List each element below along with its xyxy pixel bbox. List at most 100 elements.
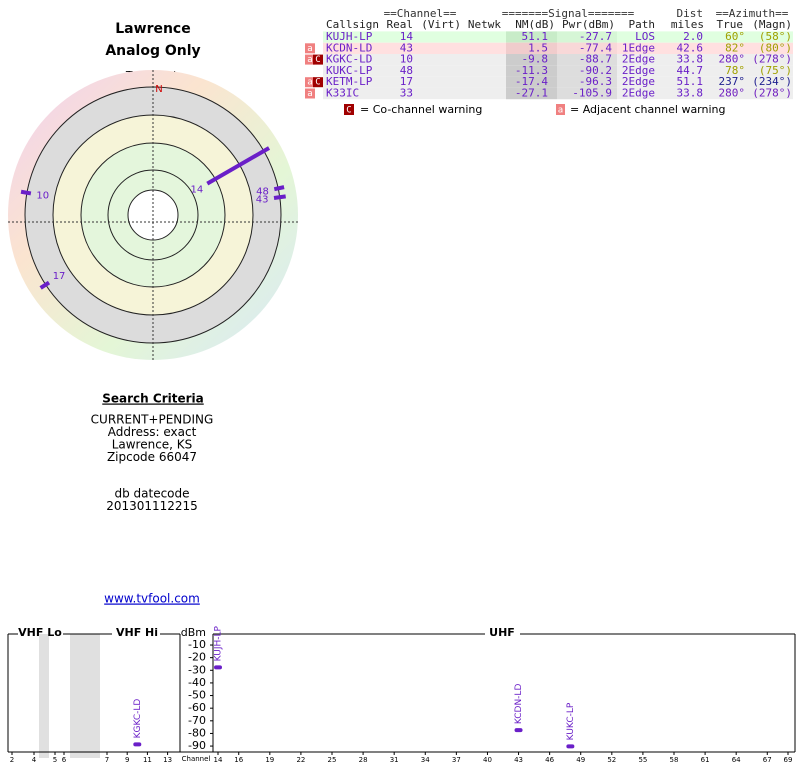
table-cell: -88.7 bbox=[579, 53, 612, 66]
x-tick-label: 28 bbox=[359, 756, 368, 764]
y-tick-label: -50 bbox=[188, 689, 206, 702]
station-line bbox=[206, 146, 271, 186]
y-tick-label: -60 bbox=[188, 701, 206, 714]
x-tick-label: 55 bbox=[638, 756, 647, 764]
table-cell: 10 bbox=[400, 53, 413, 66]
warning-icon-label: C bbox=[315, 55, 320, 65]
warning-icon-label: a bbox=[307, 89, 312, 99]
table-cell: 43 bbox=[400, 41, 413, 54]
station-table: ==Channel== =======Signal======= Dist ==Azi… bbox=[305, 7, 793, 116]
table-cell: 1.5 bbox=[528, 41, 548, 54]
table-cell: -17.4 bbox=[515, 75, 548, 88]
table-cell: LOS bbox=[635, 30, 655, 43]
column-header: NM(dB) bbox=[515, 18, 555, 31]
column-header: True bbox=[717, 18, 744, 31]
table-cell: 237° bbox=[719, 75, 746, 88]
x-tick-label: 6 bbox=[62, 756, 67, 764]
table-cell: -27.1 bbox=[515, 87, 548, 100]
table-cell: 33.8 bbox=[677, 87, 704, 100]
station-line bbox=[273, 194, 286, 200]
table-cell: 2Edge bbox=[622, 64, 655, 77]
table-cell: (278°) bbox=[752, 87, 792, 100]
nm-cell-background bbox=[506, 54, 557, 66]
table-cell: 78° bbox=[725, 64, 745, 77]
db-line: db datecode bbox=[114, 487, 189, 501]
x-tick-label: 2 bbox=[10, 756, 14, 764]
station-name: KGKC-LD bbox=[133, 699, 143, 739]
band-label: VHF Lo bbox=[18, 626, 62, 639]
pwr-cell-background bbox=[557, 54, 617, 66]
column-header: (Virt) bbox=[421, 18, 461, 31]
table-cell: (234°) bbox=[752, 75, 792, 88]
table-cell: (58°) bbox=[759, 30, 792, 43]
station-line bbox=[20, 189, 32, 196]
table-cell: 51.1 bbox=[522, 30, 549, 43]
title: Lawrence bbox=[115, 21, 190, 37]
x-tick-label: 43 bbox=[514, 756, 523, 764]
legend-text: = Adjacent channel warning bbox=[570, 103, 726, 116]
station-bar bbox=[214, 665, 222, 670]
x-tick-label: 67 bbox=[763, 756, 772, 764]
table-cell: 2Edge bbox=[622, 53, 655, 66]
station-name: KCDN-LD bbox=[514, 684, 524, 725]
adj-icon-label: a bbox=[558, 106, 563, 116]
x-tick-label: 4 bbox=[32, 756, 37, 764]
polar-plot bbox=[8, 70, 298, 360]
x-tick-label: 40 bbox=[483, 756, 492, 764]
pwr-cell-background bbox=[557, 76, 617, 88]
link[interactable]: www.tvfool.com bbox=[104, 592, 200, 606]
nm-cell-background bbox=[506, 65, 557, 77]
column-header: Real bbox=[387, 18, 414, 31]
table-cell: 82° bbox=[725, 41, 745, 54]
nm-cell-background bbox=[506, 76, 557, 88]
subtitle: Analog Only bbox=[105, 43, 200, 59]
table-cell: 44.7 bbox=[677, 64, 704, 77]
warning-icon-label: a bbox=[307, 55, 312, 65]
pwr-cell-background bbox=[557, 87, 617, 100]
table-cell: 42.6 bbox=[677, 41, 704, 54]
column-header: Path bbox=[629, 18, 656, 31]
table-cell: -90.2 bbox=[579, 64, 612, 77]
y-axis-label: dBm bbox=[181, 626, 206, 639]
table-cell: (75°) bbox=[759, 64, 792, 77]
table-cell: 60° bbox=[725, 30, 745, 43]
table-cell: -96.3 bbox=[579, 75, 612, 88]
search-line: Address: exact bbox=[108, 425, 197, 439]
warning-icon bbox=[305, 43, 315, 54]
group-header: =======Signal======= bbox=[502, 7, 635, 20]
column-header: Netwk bbox=[468, 18, 501, 31]
table-cell: KETM-LP bbox=[326, 75, 373, 88]
band-label: VHF Hi bbox=[116, 626, 158, 639]
co-icon-label: C bbox=[346, 106, 351, 116]
warning-icon bbox=[313, 54, 323, 65]
pwr-cell-background bbox=[557, 65, 617, 77]
north-mark: N bbox=[155, 84, 162, 95]
station-bar bbox=[514, 728, 523, 733]
x-tick-label: 25 bbox=[328, 756, 337, 764]
table-cell: 2Edge bbox=[622, 75, 655, 88]
x-tick-label: 34 bbox=[421, 756, 430, 764]
group-header: ==Azimuth== bbox=[716, 7, 789, 20]
co-icon bbox=[344, 104, 354, 115]
table-cell: 17 bbox=[400, 75, 413, 88]
search-title: Search Criteria bbox=[102, 392, 203, 406]
station-label: 17 bbox=[53, 271, 66, 282]
x-tick-label: 69 bbox=[784, 756, 793, 764]
table-cell: 1Edge bbox=[622, 41, 655, 54]
x-tick-label: 7 bbox=[105, 756, 109, 764]
polar-stations: 14 43 10 48 17 bbox=[20, 146, 286, 290]
table-cell: -77.4 bbox=[579, 41, 612, 54]
column-header: miles bbox=[671, 18, 704, 31]
nm-cell-background bbox=[506, 87, 557, 100]
x-tick-label: 58 bbox=[670, 756, 679, 764]
search-line: Zipcode 66047 bbox=[107, 450, 197, 464]
warning-icon bbox=[305, 88, 315, 99]
search-line: CURRENT+PENDING bbox=[91, 413, 214, 427]
group-header: ==Channel== bbox=[384, 7, 457, 20]
table-cell: 280° bbox=[719, 87, 746, 100]
x-tick-label: 9 bbox=[125, 756, 129, 764]
y-tick-label: -80 bbox=[188, 726, 206, 739]
table-cell: 2.0 bbox=[683, 30, 703, 43]
table-cell: KGKC-LD bbox=[326, 53, 372, 66]
